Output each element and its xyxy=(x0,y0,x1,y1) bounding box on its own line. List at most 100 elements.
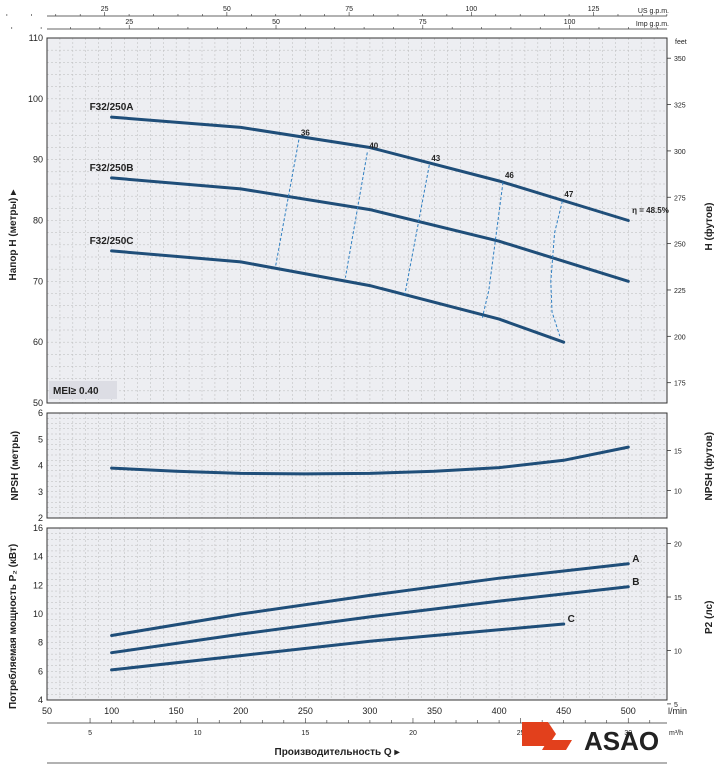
m3h-tick-label: 15 xyxy=(301,730,309,737)
efficiency-curve xyxy=(550,200,563,337)
power-ylabel-right: P2 (лс) xyxy=(704,601,715,634)
head-ytick-label: 90 xyxy=(33,155,43,165)
npsh-frame xyxy=(46,412,668,519)
head-right-tick-label: 175 xyxy=(674,381,686,388)
efficiency-label: 36 xyxy=(301,129,310,138)
head-ytick-label: 100 xyxy=(28,94,43,104)
head-curve-2 xyxy=(110,249,566,344)
power-ytick-label: 10 xyxy=(33,609,43,619)
power-ytick-label: 8 xyxy=(38,638,43,648)
efficiency-curve xyxy=(275,139,300,267)
x-tick-label: 100 xyxy=(104,706,119,716)
power-ytick-label: 16 xyxy=(33,523,43,533)
head-curve-0 xyxy=(110,115,630,222)
power-ylabel: Потребляемая мощность P₂ (кВт) xyxy=(7,544,19,709)
npsh-ytick-label: 4 xyxy=(38,461,43,471)
x-axis-title: Производительность Q ▸ xyxy=(275,747,401,758)
efficiency-curve xyxy=(481,182,504,318)
npsh-right-tick-label: 10 xyxy=(674,488,682,495)
us-unit: US g.p.m. xyxy=(638,8,669,15)
head-right-tick-label: 325 xyxy=(674,103,686,110)
npsh-right-tick-label: 15 xyxy=(674,448,682,455)
efficiency-curve xyxy=(344,152,368,278)
x-tick-label: 400 xyxy=(492,706,507,716)
imp-tick-label: 25 xyxy=(125,19,133,26)
power-curve-2 xyxy=(110,622,566,672)
imp-tick-label: 50 xyxy=(272,19,280,26)
power-curve-label: B xyxy=(632,577,639,588)
head-ytick-label: 80 xyxy=(33,216,43,226)
head-curve-label: F32/250B xyxy=(90,163,134,174)
efficiency-label: 46 xyxy=(505,171,514,180)
head-ytick-label: 50 xyxy=(33,398,43,408)
m3h-tick-label: 10 xyxy=(194,730,202,737)
efficiency-label: 43 xyxy=(431,154,440,163)
x-tick-label: 50 xyxy=(42,706,52,716)
power-ytick-label: 12 xyxy=(33,580,43,590)
head-right-tick-label: 300 xyxy=(674,149,686,156)
head-curve-1 xyxy=(110,176,630,283)
npsh-ytick-label: 2 xyxy=(38,513,43,523)
head-ytick-label: 60 xyxy=(33,337,43,347)
m3h-tick-label: 25 xyxy=(517,730,525,737)
us-tick-label: 25 xyxy=(101,6,109,13)
npsh-ytick-label: 5 xyxy=(38,434,43,444)
logo-mark-accent xyxy=(542,740,572,750)
us-tick-label: 125 xyxy=(588,6,600,13)
m3h-tick-label: 30 xyxy=(624,730,632,737)
logo-mark xyxy=(522,722,556,746)
us-tick-label: 75 xyxy=(345,6,353,13)
efficiency-label: 40 xyxy=(369,141,378,150)
mei-label: MEI≥ 0.40 xyxy=(53,386,99,397)
imp-tick-label: 100 xyxy=(564,19,576,26)
power-frame xyxy=(46,527,668,701)
m3h-tick-label: 20 xyxy=(409,730,417,737)
x-unit-lmin: l/min xyxy=(668,706,687,716)
logo-text: ASAO xyxy=(584,726,659,756)
npsh-curve xyxy=(110,445,630,476)
npsh-ylabel: NPSH (метры) xyxy=(10,431,21,501)
efficiency-max-label: η = 48.5% xyxy=(632,206,669,215)
power-ytick-label: 14 xyxy=(33,552,43,562)
x-tick-label: 500 xyxy=(621,706,636,716)
power-curve-0 xyxy=(110,562,630,637)
head-frame xyxy=(46,37,668,404)
power-right-tick-label: 15 xyxy=(674,595,682,602)
x-tick-label: 300 xyxy=(362,706,377,716)
head-ylabel: Напор H (метры) ▸ xyxy=(8,189,19,281)
head-curve-label: F32/250C xyxy=(90,236,134,247)
m3h-tick-label: 5 xyxy=(88,730,92,737)
efficiency-curve xyxy=(404,165,430,295)
x-tick-label: 250 xyxy=(298,706,313,716)
x-tick-label: 150 xyxy=(169,706,184,716)
us-tick-label: 50 xyxy=(223,6,231,13)
power-right-tick-label: 10 xyxy=(674,648,682,655)
head-right-tick-label: 350 xyxy=(674,56,686,63)
power-right-tick-label: 20 xyxy=(674,542,682,549)
head-right-tick-label: 200 xyxy=(674,334,686,341)
power-right-tick-label: 5 xyxy=(674,702,678,709)
imp-unit: Imp g.p.m. xyxy=(636,21,669,28)
power-ytick-label: 4 xyxy=(38,695,43,705)
asao-logo: ASAO xyxy=(522,722,659,756)
head-right-tick-label: 250 xyxy=(674,242,686,249)
head-right-tick-label: 225 xyxy=(674,288,686,295)
head-right-unit: feet xyxy=(675,39,687,46)
npsh-ytick-label: 6 xyxy=(38,408,43,418)
power-curve-label: C xyxy=(568,614,575,625)
power-ytick-label: 6 xyxy=(38,666,43,676)
head-right-tick-label: 275 xyxy=(674,195,686,202)
x-tick-label: 350 xyxy=(427,706,442,716)
head-ytick-label: 70 xyxy=(33,276,43,286)
head-ylabel-right: H (футов) xyxy=(703,203,715,251)
head-ytick-label: 110 xyxy=(29,33,43,43)
x-unit-m3h: m³/h xyxy=(669,730,683,737)
mei-box xyxy=(49,381,117,399)
x-tick-label: 200 xyxy=(233,706,248,716)
npsh-ytick-label: 3 xyxy=(38,487,43,497)
x-tick-label: 450 xyxy=(556,706,571,716)
power-curve-label: A xyxy=(632,554,639,565)
imp-tick-label: 75 xyxy=(419,19,427,26)
head-curve-label: F32/250A xyxy=(90,102,134,113)
